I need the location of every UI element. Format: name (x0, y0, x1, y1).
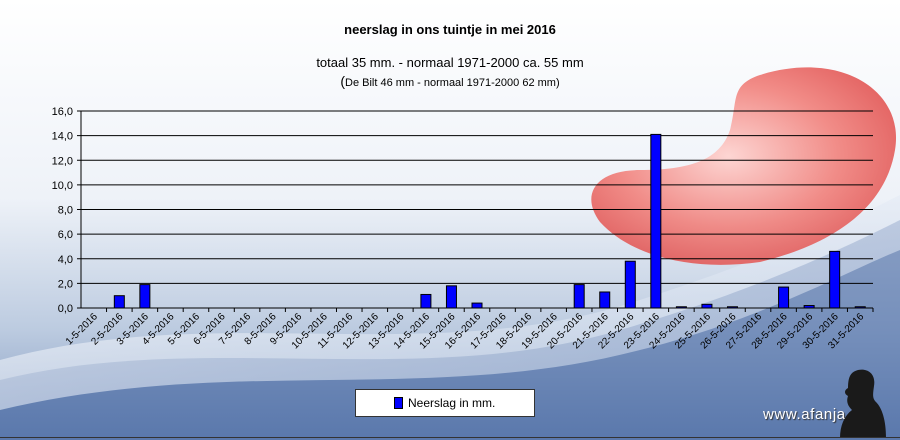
bar (420, 293, 432, 309)
y-tick-label: 4,0 (58, 254, 73, 266)
bar (701, 303, 713, 309)
bottom-border (0, 437, 900, 438)
y-tick-label: 6,0 (58, 229, 73, 241)
chart-subtitle: totaal 35 mm. - normaal 1971-2000 ca. 55… (316, 55, 584, 70)
bar (445, 285, 457, 309)
legend-label: Neerslag in mm. (408, 396, 496, 410)
bar (829, 250, 841, 309)
bar (624, 260, 636, 309)
legend-swatch (394, 397, 403, 409)
y-tick-label: 8,0 (58, 205, 73, 217)
y-tick-label: 2,0 (58, 278, 73, 290)
heart-shape-decoration (591, 67, 897, 265)
bar (113, 295, 125, 309)
bar (803, 305, 815, 309)
y-tick-label: 12,0 (52, 155, 73, 167)
subtitle-debilt-text: De Bilt 46 mm - normaal 1971-2000 62 mm) (345, 77, 560, 89)
bar (599, 291, 611, 309)
bar (139, 284, 151, 309)
bar (471, 302, 483, 309)
y-tick-label: 14,0 (52, 131, 73, 143)
bar (675, 306, 687, 309)
y-tick-label: 16,0 (52, 106, 73, 118)
bar (854, 306, 866, 309)
chart-title: neerslag in ons tuintje in mei 2016 (344, 22, 556, 37)
bar (726, 306, 738, 309)
y-tick-label: 10,0 (52, 180, 73, 192)
chart-subtitle-debilt: (De Bilt 46 mm - normaal 1971-2000 62 mm… (0, 73, 900, 89)
profile-silhouette-logo (840, 369, 886, 438)
bar (650, 133, 662, 309)
subtitle-open-paren: ( (340, 73, 346, 89)
watermark-text: www.afanja.nl (763, 406, 864, 423)
legend: Neerslag in mm. (355, 389, 535, 417)
bar (573, 284, 585, 309)
bar (778, 286, 790, 309)
y-tick-label: 0,0 (58, 303, 73, 315)
